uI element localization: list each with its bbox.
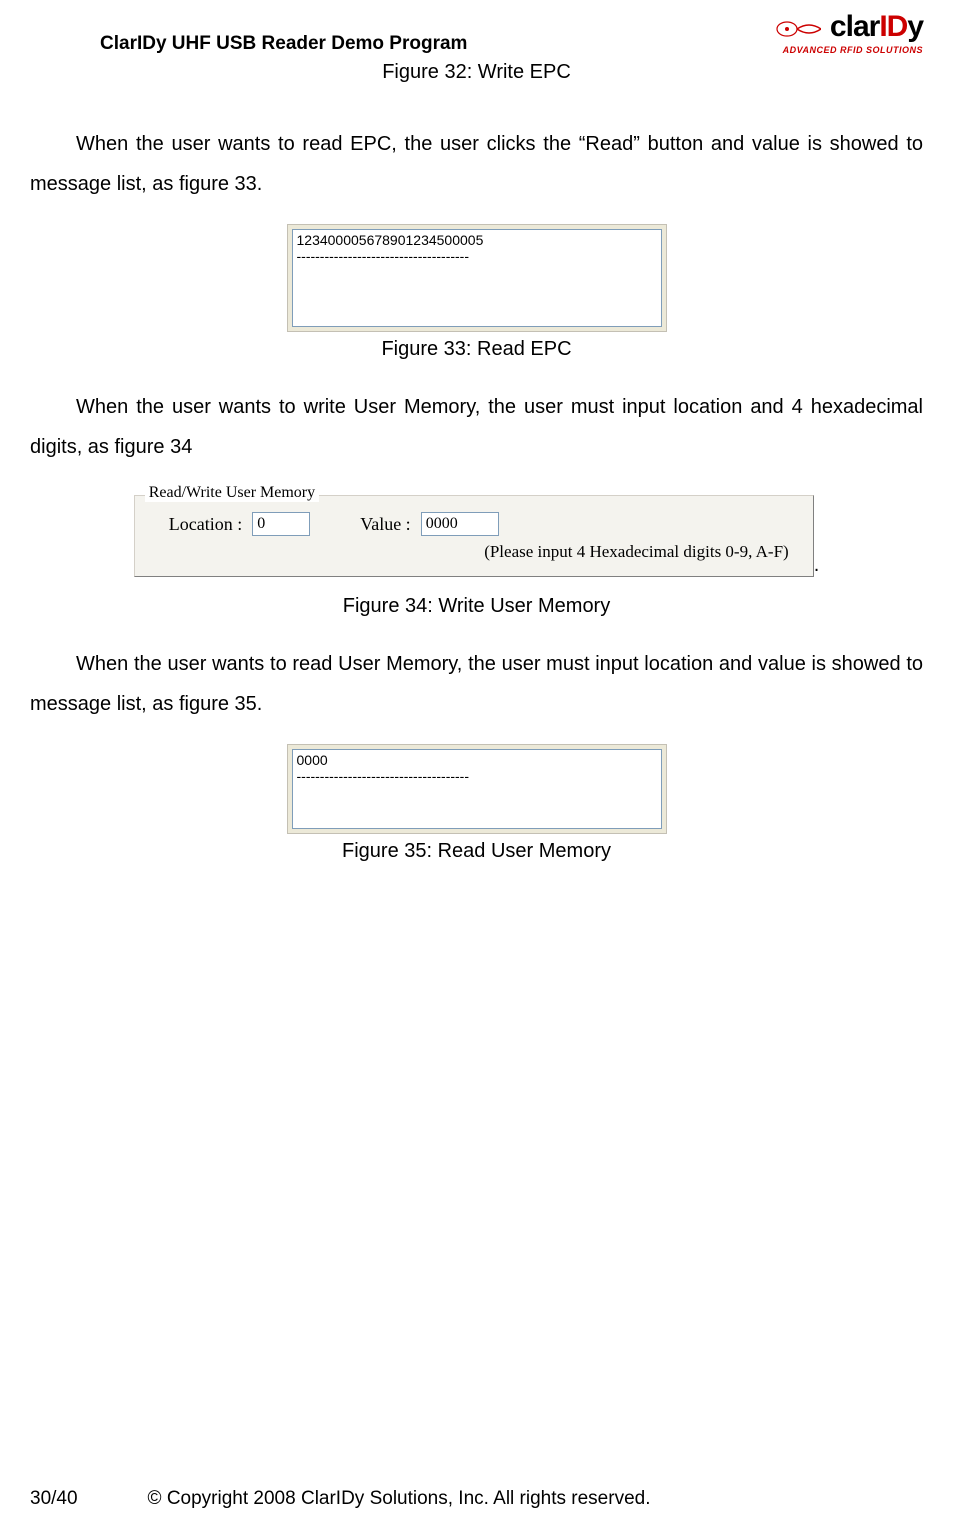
- logo-text-y: y: [907, 10, 923, 43]
- figure33-line1: 123400005678901234500005: [297, 232, 657, 248]
- figure35-listbox: 0000 -----------------------------------…: [292, 749, 662, 829]
- page-number: 30/40: [30, 1488, 78, 1510]
- logo-text-id: ID: [879, 10, 907, 43]
- figure35-panel: 0000 -----------------------------------…: [287, 744, 667, 834]
- trailing-period: .: [814, 554, 820, 576]
- location-label: Location :: [169, 514, 242, 535]
- figure35-caption: Figure 35: Read User Memory: [30, 840, 923, 863]
- logo-text-clar: clar: [830, 10, 879, 43]
- paragraph-read-epc: When the user wants to read EPC, the use…: [30, 124, 923, 204]
- paragraph-read-usermem: When the user wants to read User Memory,…: [30, 644, 923, 724]
- paragraph-write-usermem: When the user wants to write User Memory…: [30, 387, 923, 467]
- logo-swoosh-icon: [775, 18, 821, 45]
- doc-header-title: ClarIDy UHF USB Reader Demo Program: [30, 33, 467, 55]
- figure34-hint: (Please input 4 Hexadecimal digits 0-9, …: [149, 542, 799, 562]
- logo-tagline: ADVANCED RFID SOLUTIONS: [775, 45, 923, 55]
- figure35-line2: -------------------------------------: [297, 768, 657, 784]
- figure34-legend: Read/Write User Memory: [145, 484, 319, 502]
- location-input[interactable]: [252, 512, 310, 536]
- value-label: Value :: [360, 514, 410, 535]
- figure35-line1: 0000: [297, 752, 657, 768]
- value-input[interactable]: [421, 512, 499, 536]
- brand-logo: clarIDy ADVANCED RFID SOLUTIONS: [775, 10, 923, 55]
- figure33-panel: 123400005678901234500005 ---------------…: [287, 224, 667, 332]
- figure34-caption: Figure 34: Write User Memory: [30, 595, 923, 618]
- figure34-panel: Read/Write User Memory Location : Value …: [134, 495, 814, 577]
- figure33-listbox: 123400005678901234500005 ---------------…: [292, 229, 662, 327]
- figure32-caption: Figure 32: Write EPC: [30, 61, 923, 84]
- copyright-text: © Copyright 2008 ClarIDy Solutions, Inc.…: [148, 1488, 651, 1510]
- figure33-caption: Figure 33: Read EPC: [30, 338, 923, 361]
- figure33-line2: -------------------------------------: [297, 248, 657, 264]
